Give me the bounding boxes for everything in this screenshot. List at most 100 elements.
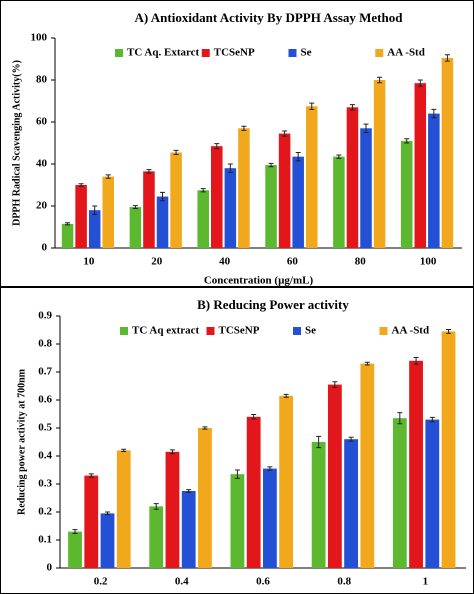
error-bar [295, 151, 301, 162]
error-bar [397, 412, 403, 425]
error-bar [214, 143, 220, 150]
bar [292, 156, 304, 248]
legend-label: Se [305, 325, 316, 337]
bar [400, 140, 413, 248]
legend-label: TCSeNP [219, 325, 260, 337]
legend-swatch [201, 49, 210, 57]
error-bar [227, 163, 233, 173]
error-bar [267, 466, 273, 471]
bar [198, 428, 212, 568]
bar [143, 171, 155, 248]
bar [170, 152, 182, 248]
error-bar [200, 188, 206, 193]
error-bar [446, 328, 452, 334]
bar [68, 531, 82, 568]
bar [311, 442, 326, 568]
y-tick-label: 0.9 [38, 310, 52, 322]
x-tick-label: 0.2 [94, 576, 108, 588]
error-bar [377, 76, 383, 84]
error-bar [72, 529, 78, 535]
bar [414, 83, 427, 249]
legend-label: TCSeNP [214, 47, 255, 59]
bar [441, 331, 456, 568]
x-tick-label: 1 [423, 576, 429, 588]
error-bar [202, 426, 208, 430]
x-tick-label: 80 [355, 256, 367, 268]
y-axis-label: DPPH Radical Scavenging Activity(%) [11, 60, 22, 226]
bar [246, 416, 261, 568]
y-tick-label: 0.5 [38, 422, 52, 434]
bar [392, 418, 407, 568]
bar [441, 57, 454, 249]
error-bar [413, 356, 419, 365]
error-bar [316, 435, 322, 449]
bar [84, 475, 99, 568]
bar [165, 451, 180, 568]
error-bar [186, 489, 192, 493]
y-axis-label: Reducing power activity at 700nm [16, 368, 27, 515]
x-axis-label: Concentration (µg/mL) [204, 275, 314, 287]
error-bar [332, 381, 338, 388]
legend-swatch [206, 327, 215, 335]
bar [230, 474, 245, 568]
y-tick-label: 80 [36, 74, 48, 86]
error-bar [234, 469, 240, 479]
bar [238, 128, 250, 248]
error-bar [309, 102, 315, 110]
bar [116, 450, 131, 568]
bar [305, 106, 318, 248]
bar [409, 360, 423, 568]
chart-title: A) Antioxidant Activity By DPPH Assay Me… [135, 10, 404, 25]
error-bar [88, 473, 94, 478]
bar [346, 107, 359, 248]
bar [61, 223, 74, 248]
error-bar [404, 138, 410, 144]
x-tick-label: 0.4 [175, 576, 189, 588]
bar [129, 207, 142, 248]
error-bar [431, 108, 437, 119]
error-bar [105, 511, 111, 516]
bar [156, 196, 169, 248]
error-bar [429, 416, 435, 423]
y-tick-label: 100 [31, 32, 48, 44]
error-bar [282, 130, 288, 137]
bar [425, 419, 440, 568]
y-tick-label: 0.3 [38, 478, 52, 490]
error-bar [92, 205, 98, 215]
legend-swatch [293, 327, 301, 335]
y-tick-label: 0.6 [38, 394, 52, 406]
error-bar [160, 191, 166, 202]
error-bar [364, 361, 370, 366]
bar [344, 439, 359, 568]
bar [333, 156, 345, 248]
y-tick-label: 60 [36, 116, 48, 128]
bar [428, 113, 440, 248]
error-bar [348, 436, 354, 442]
legend-swatch [115, 49, 123, 57]
error-bar [105, 174, 111, 179]
y-tick-label: 0.7 [38, 366, 52, 378]
bar [211, 146, 223, 248]
legend-swatch [120, 327, 128, 335]
chart-title: B) Reducing Power activity [197, 297, 349, 312]
y-tick-label: 0.4 [38, 450, 52, 462]
legend-label: AA -Std [387, 47, 425, 59]
bar [279, 395, 294, 568]
x-tick-label: 60 [287, 256, 299, 268]
y-tick-label: 40 [36, 158, 48, 170]
bar [327, 384, 342, 568]
bar [263, 468, 277, 568]
x-tick-label: 0.8 [337, 576, 351, 588]
error-bar [132, 205, 138, 210]
y-tick-label: 0.8 [38, 338, 52, 350]
x-tick-label: 20 [151, 256, 163, 268]
x-tick-label: 0.6 [256, 576, 270, 588]
bar [149, 506, 164, 568]
bar [75, 185, 87, 248]
error-bar [78, 183, 84, 187]
error-bar [65, 222, 71, 226]
legend-label: Se [301, 47, 312, 59]
bar [360, 363, 375, 568]
y-tick-label: 0 [42, 242, 48, 254]
